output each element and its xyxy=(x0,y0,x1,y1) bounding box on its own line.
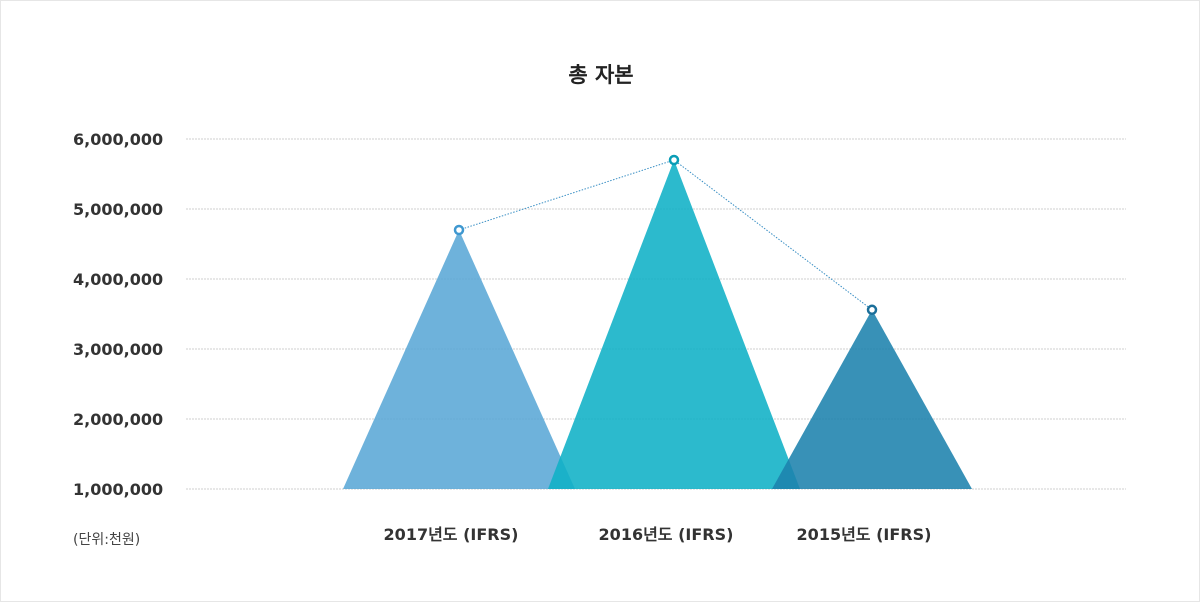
y-tick-label: 5,000,000 xyxy=(73,200,163,219)
y-axis-ticks: 6,000,000 5,000,000 4,000,000 3,000,000 2,00… xyxy=(73,130,163,499)
y-tick-label: 1,000,000 xyxy=(73,480,163,499)
x-tick-label: 2015년도 (IFRS) xyxy=(797,525,932,544)
y-tick-label: 3,000,000 xyxy=(73,340,163,359)
data-point-marker xyxy=(668,154,680,166)
area-2 xyxy=(548,160,800,489)
y-tick-label: 4,000,000 xyxy=(73,270,163,289)
data-areas xyxy=(343,160,972,489)
unit-label: (단위:천원) xyxy=(73,532,141,548)
chart-title: 총 자본 xyxy=(568,63,634,87)
x-tick-label: 2016년도 (IFRS) xyxy=(599,525,734,544)
area-1 xyxy=(343,230,575,489)
y-tick-label: 2,000,000 xyxy=(73,410,163,429)
data-markers xyxy=(453,154,878,316)
x-axis-ticks: 2017년도 (IFRS) 2016년도 (IFRS) 2015년도 (IFRS) xyxy=(384,525,932,544)
area-3 xyxy=(772,309,972,489)
data-point-marker xyxy=(453,224,465,236)
y-tick-label: 6,000,000 xyxy=(73,130,163,149)
x-tick-label: 2017년도 (IFRS) xyxy=(384,525,519,544)
data-point-marker xyxy=(866,304,878,316)
